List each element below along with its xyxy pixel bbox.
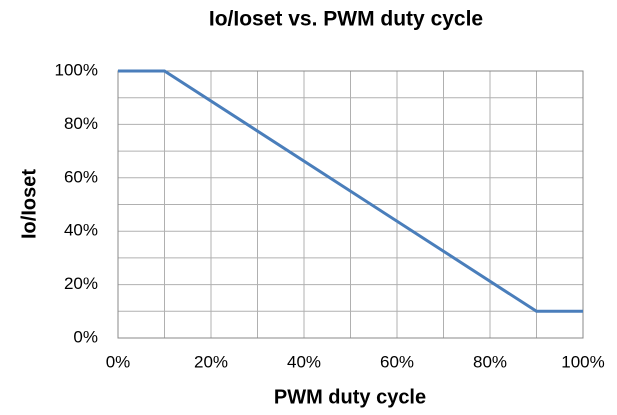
x-tick-label: 100% <box>561 352 604 371</box>
x-tick-label: 0% <box>106 352 131 371</box>
y-tick-label: 20% <box>64 274 98 293</box>
y-tick-label: 100% <box>55 60 98 79</box>
x-tick-label: 80% <box>473 352 507 371</box>
x-tick-label: 60% <box>380 352 414 371</box>
y-tick-label: 60% <box>64 167 98 186</box>
x-axis-title: PWM duty cycle <box>274 386 426 408</box>
y-axis-title: Io/Ioset <box>18 169 40 239</box>
x-tick-label: 40% <box>287 352 321 371</box>
x-tick-label: 20% <box>194 352 228 371</box>
y-tick-label: 0% <box>73 327 98 346</box>
plot-border <box>117 70 584 339</box>
chart-title: Io/Ioset vs. PWM duty cycle <box>209 8 483 31</box>
y-tick-label: 40% <box>64 221 98 240</box>
data-line <box>118 69 583 313</box>
y-tick-label: 80% <box>64 114 98 133</box>
